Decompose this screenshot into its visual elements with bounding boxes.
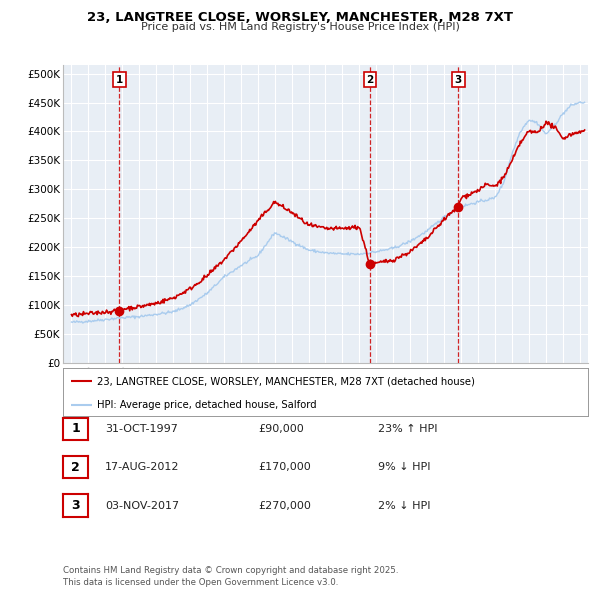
Text: 03-NOV-2017: 03-NOV-2017 <box>105 501 179 510</box>
Text: Price paid vs. HM Land Registry's House Price Index (HPI): Price paid vs. HM Land Registry's House … <box>140 22 460 32</box>
Text: 31-OCT-1997: 31-OCT-1997 <box>105 424 178 434</box>
Text: £170,000: £170,000 <box>258 463 311 472</box>
Text: 23, LANGTREE CLOSE, WORSLEY, MANCHESTER, M28 7XT (detached house): 23, LANGTREE CLOSE, WORSLEY, MANCHESTER,… <box>97 376 475 386</box>
Text: HPI: Average price, detached house, Salford: HPI: Average price, detached house, Salf… <box>97 400 317 410</box>
Text: 1: 1 <box>71 422 80 435</box>
Text: £270,000: £270,000 <box>258 501 311 510</box>
Text: 2% ↓ HPI: 2% ↓ HPI <box>378 501 431 510</box>
Text: 3: 3 <box>455 75 462 85</box>
Text: £90,000: £90,000 <box>258 424 304 434</box>
Text: 2: 2 <box>366 75 373 85</box>
Text: 3: 3 <box>71 499 80 512</box>
Text: Contains HM Land Registry data © Crown copyright and database right 2025.
This d: Contains HM Land Registry data © Crown c… <box>63 566 398 587</box>
Text: 23, LANGTREE CLOSE, WORSLEY, MANCHESTER, M28 7XT: 23, LANGTREE CLOSE, WORSLEY, MANCHESTER,… <box>87 11 513 24</box>
Text: 17-AUG-2012: 17-AUG-2012 <box>105 463 179 472</box>
Text: 23% ↑ HPI: 23% ↑ HPI <box>378 424 437 434</box>
Text: 9% ↓ HPI: 9% ↓ HPI <box>378 463 431 472</box>
Text: 1: 1 <box>116 75 123 85</box>
Text: 2: 2 <box>71 461 80 474</box>
